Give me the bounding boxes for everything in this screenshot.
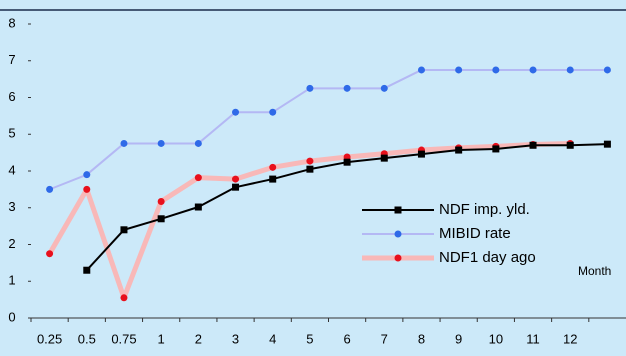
y-tick-label: 8 bbox=[8, 15, 15, 30]
marker bbox=[417, 66, 425, 74]
x-tick-label: 10 bbox=[489, 331, 503, 346]
marker bbox=[529, 141, 537, 149]
marker bbox=[417, 150, 425, 158]
marker bbox=[232, 183, 240, 191]
marker bbox=[232, 108, 240, 116]
marker bbox=[269, 108, 277, 116]
marker bbox=[455, 66, 463, 74]
marker bbox=[603, 140, 611, 148]
marker bbox=[46, 185, 54, 193]
marker bbox=[83, 266, 91, 274]
legend-label: MIBID rate bbox=[439, 225, 511, 242]
x-tick-label: 7 bbox=[381, 331, 388, 346]
marker bbox=[343, 84, 351, 92]
legend-label: NDF imp. yld. bbox=[439, 201, 530, 218]
x-tick-label: 12 bbox=[563, 331, 577, 346]
marker bbox=[194, 203, 202, 211]
x-tick-label: 1 bbox=[158, 331, 165, 346]
legend-marker bbox=[394, 206, 402, 214]
marker bbox=[157, 198, 165, 206]
y-tick-label: 7 bbox=[8, 52, 15, 67]
marker bbox=[306, 84, 314, 92]
legend-marker bbox=[394, 230, 402, 238]
x-tick-label: 9 bbox=[455, 331, 462, 346]
x-tick-label: 3 bbox=[232, 331, 239, 346]
marker bbox=[492, 145, 500, 153]
marker bbox=[194, 174, 202, 182]
marker bbox=[269, 175, 277, 183]
x-tick-label: 11 bbox=[526, 331, 540, 346]
marker bbox=[120, 139, 128, 147]
marker bbox=[529, 66, 537, 74]
marker bbox=[455, 146, 463, 154]
marker bbox=[343, 158, 351, 166]
marker bbox=[380, 154, 388, 162]
marker bbox=[120, 294, 128, 302]
marker bbox=[46, 250, 54, 258]
marker bbox=[194, 139, 202, 147]
marker bbox=[83, 171, 91, 179]
marker bbox=[157, 139, 165, 147]
y-tick-label: 3 bbox=[8, 199, 15, 214]
y-tick-label: 0 bbox=[8, 309, 15, 324]
series-line bbox=[49, 68, 608, 191]
marker bbox=[120, 226, 128, 234]
marker bbox=[157, 215, 165, 223]
x-tick-label: 8 bbox=[418, 331, 425, 346]
marker bbox=[83, 185, 91, 193]
x-tick-label: 0.5 bbox=[78, 331, 96, 346]
x-tick-label: 0.25 bbox=[37, 331, 62, 346]
y-tick-label: 5 bbox=[8, 126, 15, 141]
marker bbox=[603, 66, 611, 74]
legend-label: NDF1 day ago bbox=[439, 249, 536, 266]
marker bbox=[566, 66, 574, 74]
y-tick-label: 2 bbox=[8, 236, 15, 251]
y-tick-label: 6 bbox=[8, 89, 15, 104]
x-tick-label: 0.75 bbox=[111, 331, 136, 346]
x-tick-label: 2 bbox=[195, 331, 202, 346]
y-tick-label: 4 bbox=[8, 162, 15, 177]
axis-annotation: Month bbox=[578, 264, 611, 278]
marker bbox=[566, 141, 574, 149]
legend-marker bbox=[394, 254, 402, 262]
marker bbox=[306, 165, 314, 173]
marker bbox=[380, 84, 388, 92]
x-tick-label: 5 bbox=[306, 331, 313, 346]
marker bbox=[232, 175, 240, 183]
x-tick-label: 6 bbox=[343, 331, 350, 346]
marker bbox=[269, 163, 277, 171]
y-tick-label: 1 bbox=[8, 273, 15, 288]
marker bbox=[492, 66, 500, 74]
marker bbox=[306, 157, 314, 165]
x-tick-label: 4 bbox=[269, 331, 276, 346]
